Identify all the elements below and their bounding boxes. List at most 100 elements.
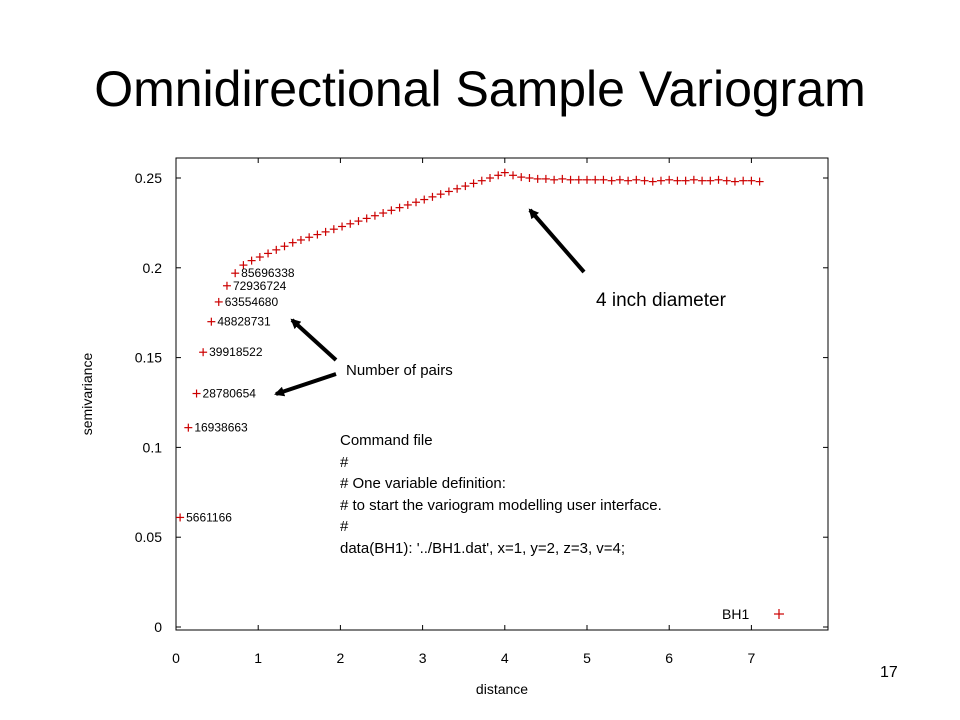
data-point: [583, 175, 591, 184]
legend-marker: [774, 609, 784, 619]
point-label: 85696338: [241, 266, 295, 280]
data-point: [403, 200, 412, 209]
data-point: [214, 297, 223, 306]
page-number: 17: [880, 664, 898, 681]
data-point: [517, 173, 526, 182]
y-tick-label: 0: [154, 619, 162, 635]
y-tick-label: 0.2: [143, 260, 163, 276]
data-point: [305, 233, 314, 242]
data-point: [453, 184, 462, 193]
data-point: [280, 242, 289, 251]
data-point: [525, 174, 534, 182]
data-point: [566, 175, 575, 184]
data-point: [207, 317, 216, 326]
data-point: [673, 176, 682, 185]
data-point: [681, 176, 690, 185]
data-point: [354, 217, 363, 226]
data-point: [747, 176, 756, 185]
data-point: [486, 174, 495, 182]
plot-frame: [175, 157, 829, 631]
data-point: [722, 176, 731, 185]
data-point: [615, 175, 624, 184]
data-point: [730, 177, 739, 186]
data-point: [558, 174, 567, 183]
data-point: [755, 177, 764, 186]
data-point: [591, 175, 600, 184]
y-tick-label: 0.15: [135, 350, 162, 366]
data-point: [247, 256, 256, 265]
data-point: [533, 174, 542, 183]
data-point: [461, 182, 470, 191]
data-point: [338, 222, 347, 231]
data-point: [640, 176, 649, 185]
data-point: [288, 238, 297, 247]
data-point: [714, 175, 723, 184]
x-tick-label: 6: [665, 650, 673, 666]
legend-label: BH1: [722, 606, 749, 622]
command-line: data(BH1): '../BH1.dat', x=1, y=2, z=3, …: [340, 539, 626, 557]
data-point: [494, 171, 503, 180]
data-point: [370, 211, 379, 220]
data-point: [379, 209, 388, 218]
data-point: [420, 195, 429, 204]
data-point: [469, 179, 478, 188]
point-label: 28780654: [203, 387, 257, 401]
point-label: 63554680: [225, 295, 279, 309]
data-point: [239, 261, 248, 270]
data-point: [541, 174, 550, 183]
y-tick-label: 0.25: [135, 170, 162, 186]
axis-ticks: [175, 158, 828, 630]
command-file-text: Command file # # One variable definition…: [340, 430, 662, 559]
point-label: 16938663: [194, 421, 248, 435]
y-tick-labels: 0 0.05 0.1 0.15 0.2 0.25: [135, 170, 162, 635]
data-point: [346, 219, 355, 228]
data-point: [648, 177, 657, 186]
command-line: # to start the variogram modelling user …: [340, 496, 662, 514]
data-point: [739, 176, 748, 185]
data-point: [296, 235, 305, 244]
data-point: [477, 176, 486, 185]
data-point: [395, 203, 404, 212]
x-tick-label: 1: [254, 650, 262, 666]
data-point: [607, 176, 616, 185]
y-axis-title: semivariance: [79, 353, 95, 436]
x-tick-label: 4: [501, 650, 509, 666]
data-point: [550, 175, 559, 184]
data-point: [184, 423, 193, 432]
x-tick-labels: 0 1 2 3 4 5 6 7: [172, 650, 755, 666]
data-point: [706, 176, 715, 185]
data-point: [231, 269, 240, 278]
data-point: [387, 206, 396, 215]
command-line: #: [340, 518, 349, 535]
point-labels: 5661166 16938663 28780654 39918522 48828731 6…: [186, 266, 295, 524]
x-axis-title: distance: [476, 681, 528, 697]
x-tick-label: 5: [583, 650, 591, 666]
data-point: [199, 348, 208, 357]
data-point: [656, 176, 665, 185]
data-point: [222, 281, 231, 290]
data-point: [428, 192, 437, 201]
point-label: 48828731: [217, 315, 271, 329]
x-tick-label: 3: [419, 650, 427, 666]
data-point: [436, 190, 445, 199]
data-point: [412, 198, 421, 207]
data-point: [599, 175, 608, 184]
data-point: [264, 249, 273, 258]
point-label: 5661166: [186, 510, 232, 524]
pairs-label: Number of pairs: [346, 362, 453, 379]
diameter-label: 4 inch diameter: [596, 290, 727, 311]
data-point: [272, 245, 281, 254]
data-point: [192, 389, 201, 398]
y-tick-label: 0.05: [135, 529, 162, 545]
y-tick-label: 0.1: [143, 439, 163, 455]
data-point: [444, 187, 453, 196]
data-point: [255, 253, 264, 262]
data-point: [500, 168, 509, 177]
slide-title: Omnidirectional Sample Variogram: [94, 61, 866, 117]
command-line: # One variable definition:: [340, 475, 506, 492]
data-point: [574, 175, 583, 184]
data-point: [313, 230, 322, 239]
x-tick-label: 7: [748, 650, 756, 666]
data-point: [632, 175, 641, 184]
data-point: [362, 214, 371, 223]
